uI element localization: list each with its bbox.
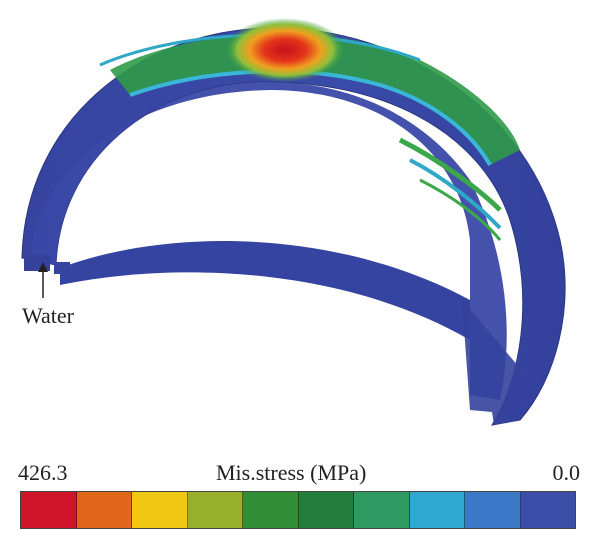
water-label: Water bbox=[22, 303, 74, 328]
legend-swatch bbox=[132, 492, 188, 528]
dome-stress-figure bbox=[21, 18, 566, 426]
legend-colorbar bbox=[20, 491, 576, 529]
cyan-band-1 bbox=[129, 69, 492, 166]
green-band bbox=[110, 33, 520, 166]
green-stripe-2 bbox=[409, 158, 502, 230]
legend-max-label: 426.3 bbox=[18, 460, 68, 485]
left-leg-inner bbox=[54, 262, 70, 274]
green-stripe-1 bbox=[398, 137, 502, 212]
legend-swatch bbox=[465, 492, 521, 528]
legend-swatch bbox=[76, 492, 132, 528]
water-arrow-head bbox=[38, 262, 48, 272]
right-leg bbox=[462, 300, 530, 425]
legend-swatch bbox=[21, 492, 77, 528]
legend-swatch bbox=[298, 492, 354, 528]
legend-swatch bbox=[409, 492, 465, 528]
legend-swatch bbox=[520, 492, 575, 528]
inner-rim bbox=[60, 241, 470, 340]
legend-swatch bbox=[243, 492, 299, 528]
legend-swatch bbox=[187, 492, 243, 528]
legend-title: Mis.stress (MPa) bbox=[216, 460, 367, 485]
legend-min-label: 0.0 bbox=[552, 460, 581, 485]
stress-hotspot bbox=[225, 18, 345, 82]
green-stripe-3 bbox=[419, 178, 502, 241]
legend-swatch bbox=[354, 492, 410, 528]
legend-labels: 426.3 Mis.stress (MPa) 0.0 bbox=[18, 460, 580, 490]
